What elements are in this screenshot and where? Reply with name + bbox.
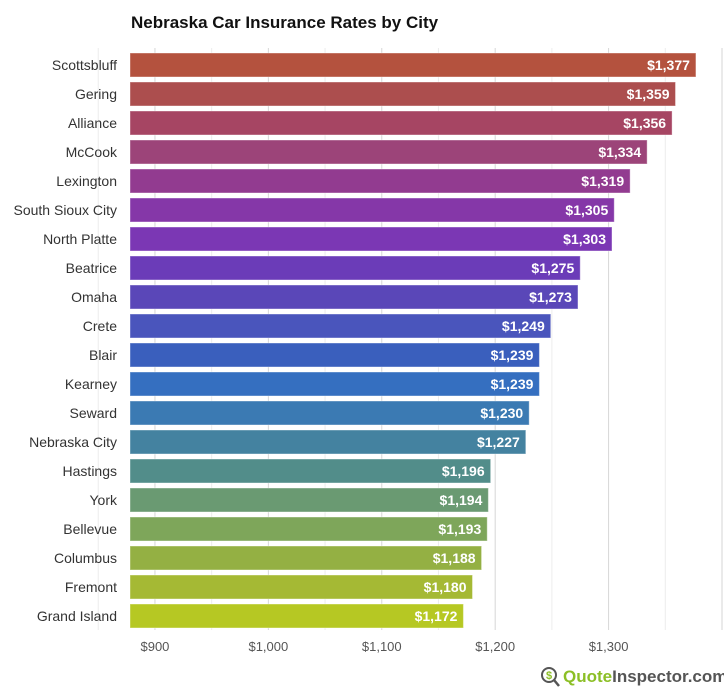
- x-tick-label: $1,000: [248, 639, 288, 654]
- value-label: $1,194: [440, 492, 483, 508]
- bar: [129, 516, 488, 542]
- category-label: Blair: [89, 347, 117, 363]
- value-label: $1,377: [647, 57, 690, 73]
- value-label: $1,239: [491, 376, 534, 392]
- value-label: $1,227: [477, 434, 520, 450]
- bar: [129, 458, 492, 484]
- x-tick-label: $900: [140, 639, 169, 654]
- bar: [129, 429, 527, 455]
- bar: [129, 545, 483, 571]
- svg-text:$: $: [546, 670, 552, 682]
- value-label: $1,305: [565, 202, 608, 218]
- category-label: Columbus: [54, 550, 117, 566]
- value-label: $1,356: [623, 115, 666, 131]
- quoteinspector-logo[interactable]: $ QuoteInspector.com: [540, 666, 724, 688]
- x-tick-label: $1,200: [475, 639, 515, 654]
- bar: [129, 81, 677, 107]
- category-label: Crete: [83, 318, 117, 334]
- value-label: $1,303: [563, 231, 606, 247]
- dollar-magnifier-icon: $: [541, 667, 560, 687]
- category-label: Grand Island: [37, 608, 117, 624]
- category-label: McCook: [66, 144, 118, 160]
- value-label: $1,196: [442, 463, 485, 479]
- chart-title: Nebraska Car Insurance Rates by City: [131, 13, 439, 32]
- category-label: South Sioux City: [14, 202, 118, 218]
- bar: [129, 574, 473, 600]
- category-label: Fremont: [65, 579, 117, 595]
- value-label: $1,249: [502, 318, 545, 334]
- value-label: $1,180: [424, 579, 467, 595]
- bar: [129, 603, 464, 629]
- category-label: York: [89, 492, 118, 508]
- x-tick-label: $1,100: [362, 639, 402, 654]
- category-label: Beatrice: [66, 260, 118, 276]
- logo-quote: Quote: [563, 667, 613, 686]
- category-label: Omaha: [71, 289, 117, 305]
- bar: [129, 487, 489, 513]
- bar: [129, 342, 540, 368]
- bar: [129, 110, 673, 136]
- value-label: $1,193: [438, 521, 481, 537]
- logo-inspector: Inspector.com: [612, 667, 724, 686]
- x-tick-label: $1,300: [589, 639, 629, 654]
- bar: [129, 313, 552, 339]
- bar: [129, 197, 615, 223]
- value-label: $1,273: [529, 289, 572, 305]
- bar: [129, 284, 579, 310]
- value-label: $1,359: [627, 86, 670, 102]
- category-label: Bellevue: [63, 521, 117, 537]
- category-label: Gering: [75, 86, 117, 102]
- bar: [129, 226, 613, 252]
- category-label: Scottsbluff: [52, 57, 117, 73]
- bar: [129, 168, 631, 194]
- bar: [129, 400, 530, 426]
- value-label: $1,172: [415, 608, 458, 624]
- value-label: $1,239: [491, 347, 534, 363]
- bar: [129, 371, 540, 397]
- category-label: North Platte: [43, 231, 117, 247]
- value-label: $1,319: [581, 173, 624, 189]
- category-label: Kearney: [65, 376, 117, 392]
- value-label: $1,275: [531, 260, 574, 276]
- bar: [129, 52, 697, 78]
- bar: [129, 255, 581, 281]
- category-label: Nebraska City: [29, 434, 117, 450]
- category-label: Seward: [70, 405, 117, 421]
- category-label: Alliance: [68, 115, 117, 131]
- value-label: $1,334: [598, 144, 641, 160]
- bar: [129, 139, 648, 165]
- category-label: Hastings: [63, 463, 117, 479]
- category-label: Lexington: [56, 173, 117, 189]
- value-label: $1,230: [480, 405, 523, 421]
- value-label: $1,188: [433, 550, 476, 566]
